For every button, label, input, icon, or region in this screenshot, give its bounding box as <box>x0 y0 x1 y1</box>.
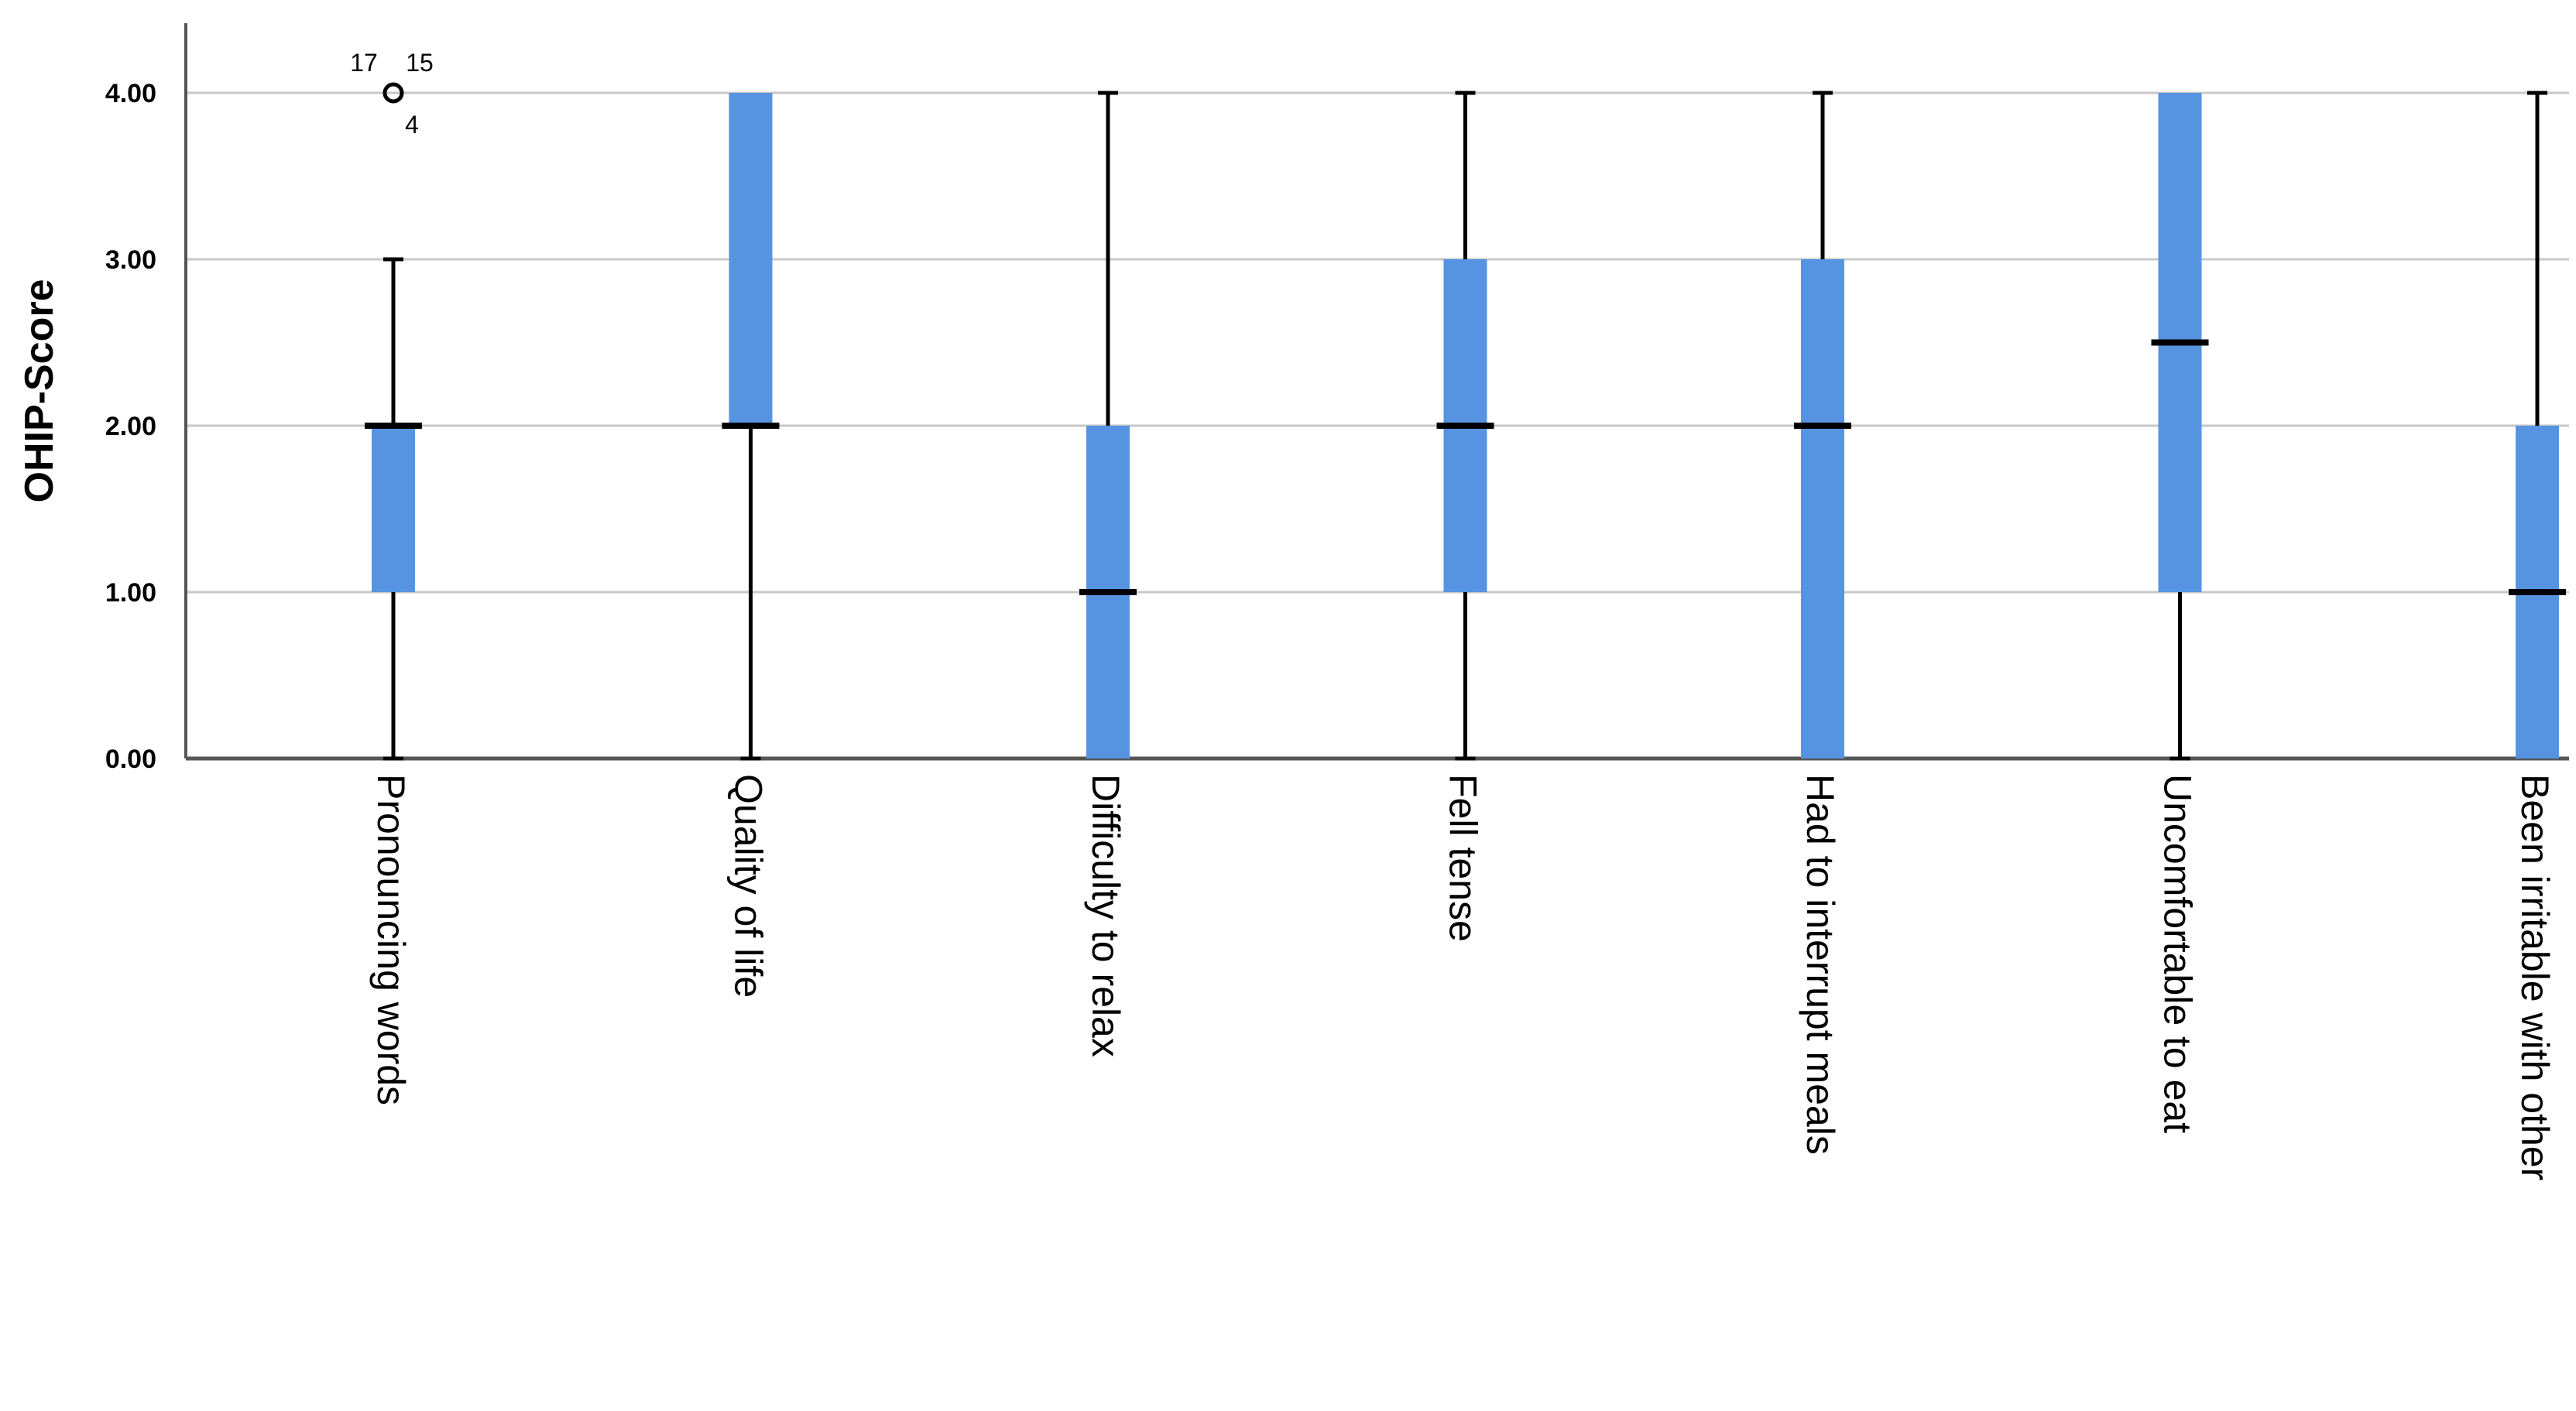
category-label: Quality of life <box>727 774 770 998</box>
category-label: Pronouncing words <box>369 774 413 1105</box>
outlier-case-label: 4 <box>405 111 419 139</box>
y-tick-label: 0.00 <box>105 745 156 774</box>
boxes <box>365 82 2566 761</box>
category-label: Fell tense <box>1442 774 1485 942</box>
box-7 <box>2509 91 2566 759</box>
y-tick-label: 2.00 <box>105 412 156 441</box>
y-tick-label: 3.00 <box>105 245 156 275</box>
gridlines <box>186 91 2569 594</box>
box-1 <box>365 257 422 761</box>
box-2 <box>722 93 780 761</box>
category-label: Had to interrupt meals <box>1799 774 1842 1155</box>
outlier-point <box>382 82 404 104</box>
box-iqr <box>729 93 773 426</box>
outlier-case-label: 15 <box>406 49 434 77</box>
category-label: Difficulty to relax <box>1084 774 1127 1057</box>
outlier-case-label: 17 <box>350 49 378 77</box>
category-label: Been irritable with other <box>2513 774 2557 1180</box>
y-tick-label: 4.00 <box>105 79 156 108</box>
box-3 <box>1079 91 1137 759</box>
box-5 <box>1794 91 1851 759</box>
category-label: Uncomfortable to eat <box>2156 774 2200 1133</box>
axes <box>184 23 2569 761</box>
box-4 <box>1436 91 1494 761</box>
y-tick-label: 1.00 <box>105 578 156 608</box>
box-6 <box>2151 93 2209 761</box>
box-iqr <box>372 426 415 592</box>
y-axis-title: OHIP-Score <box>17 279 62 503</box>
labels: 0.00 1.00 2.00 3.00 4.00 OHIP-Score Pronouncin… <box>17 49 2557 1180</box>
box-iqr <box>1801 259 1844 759</box>
